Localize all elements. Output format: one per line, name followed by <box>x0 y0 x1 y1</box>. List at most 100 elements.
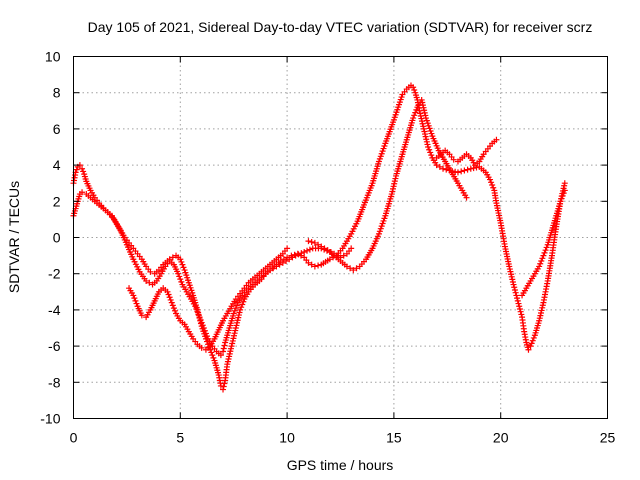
data-point <box>493 136 500 143</box>
data-point <box>231 307 238 314</box>
data-point <box>217 352 224 359</box>
data-point <box>538 258 545 265</box>
data-point <box>196 314 203 321</box>
data-point <box>167 296 174 303</box>
data-point <box>487 176 494 183</box>
data-point <box>560 190 567 197</box>
data-point <box>164 288 171 295</box>
data-point <box>177 256 184 263</box>
data-point <box>426 146 433 153</box>
y-tick-label: 2 <box>53 193 61 209</box>
data-point <box>289 254 296 261</box>
series-track-f <box>305 238 355 261</box>
data-point <box>561 180 568 187</box>
x-tick-label: 0 <box>70 430 78 446</box>
series-track-c <box>126 245 291 353</box>
data-point <box>516 305 523 312</box>
data-point <box>461 167 468 174</box>
data-point <box>210 354 217 361</box>
data-point <box>206 344 213 351</box>
data-point <box>311 263 318 270</box>
data-point <box>488 179 495 186</box>
data-point <box>176 273 183 280</box>
data-point <box>178 278 185 285</box>
data-point <box>561 187 568 194</box>
data-point <box>292 252 299 259</box>
data-point <box>490 184 497 191</box>
data-point <box>525 346 532 353</box>
data-point <box>200 325 207 331</box>
data-point <box>217 382 224 389</box>
data-point <box>308 239 315 246</box>
data-point <box>527 343 534 350</box>
y-tick-label: -4 <box>48 302 61 318</box>
data-point <box>73 166 80 173</box>
data-point <box>143 277 150 284</box>
data-point <box>337 254 344 261</box>
grid <box>73 56 608 419</box>
data-point <box>315 262 322 269</box>
data-point <box>353 265 360 272</box>
data-point <box>238 304 245 311</box>
data-point <box>528 340 535 347</box>
data-point <box>347 265 354 272</box>
data-point <box>539 255 546 262</box>
data-point <box>193 305 200 312</box>
data-point <box>350 267 357 274</box>
data-point <box>464 166 471 173</box>
data-point <box>201 327 208 334</box>
data-point <box>195 311 202 318</box>
x-axis-label: GPS time / hours <box>287 457 394 473</box>
data-point <box>518 311 525 318</box>
y-tick-label: -6 <box>48 338 61 354</box>
data-point <box>80 168 87 175</box>
data-point <box>324 247 331 254</box>
y-tick-label: 0 <box>53 230 61 246</box>
data-point <box>315 241 322 248</box>
data-point <box>331 250 338 257</box>
data-point <box>511 286 518 293</box>
x-tick-label: 15 <box>386 430 402 446</box>
data-point <box>208 349 215 356</box>
data-point <box>536 263 543 270</box>
data-point <box>169 254 176 261</box>
data-point <box>79 189 86 196</box>
data-point <box>512 289 519 296</box>
data-point <box>180 264 187 271</box>
series-track-a <box>70 82 568 393</box>
data-point <box>515 300 522 307</box>
data-point <box>220 386 227 393</box>
data-point <box>301 248 308 255</box>
data-point <box>467 165 474 172</box>
data-point <box>410 84 417 91</box>
data-point <box>130 292 137 299</box>
data-point <box>198 319 205 326</box>
data-point <box>233 302 240 309</box>
data-point <box>530 334 537 341</box>
data-point <box>273 263 280 270</box>
data-point <box>308 261 315 268</box>
data-point <box>340 252 347 259</box>
data-point <box>311 239 318 246</box>
data-point <box>450 156 457 163</box>
data-point <box>513 292 520 299</box>
data-point <box>470 165 477 172</box>
data-point <box>304 247 311 254</box>
data-point <box>517 308 524 315</box>
chart-title: Day 105 of 2021, Sidereal Day-to-day VTE… <box>88 19 593 35</box>
data-point <box>436 163 443 170</box>
data-point <box>510 281 517 288</box>
data-point <box>267 267 274 274</box>
data-point <box>412 109 419 116</box>
data-point <box>511 284 518 291</box>
data-point <box>541 249 548 256</box>
data-point <box>283 258 290 265</box>
data-point <box>298 250 305 257</box>
data-point <box>178 258 185 265</box>
series-track-d <box>433 136 500 169</box>
data-point <box>230 310 237 317</box>
y-tick-label: 10 <box>45 49 61 65</box>
data-point <box>166 294 173 301</box>
data-point <box>270 265 277 272</box>
